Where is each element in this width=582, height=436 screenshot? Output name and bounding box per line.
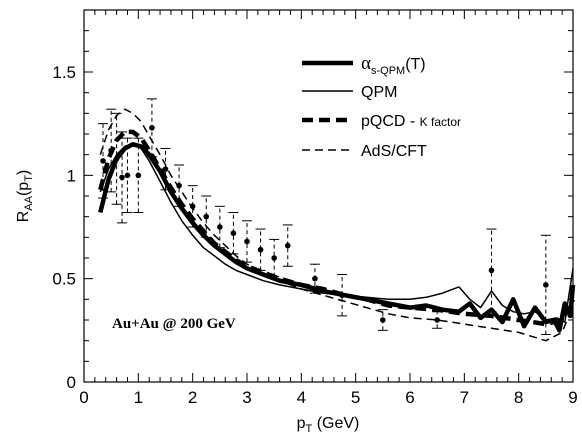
data-points-layer	[98, 98, 551, 335]
x-tick-label: 0	[79, 388, 88, 407]
x-tick-label: 6	[405, 388, 414, 407]
data-point	[124, 172, 131, 179]
series-line-0	[98, 142, 576, 333]
data-point	[203, 213, 210, 220]
x-axis-title: pT (GeV)	[297, 415, 360, 435]
data-point	[189, 203, 196, 210]
annotation-collision-system: Au+Au @ 200 GeV	[112, 316, 236, 332]
data-point	[312, 275, 318, 282]
legend: αs-QPM(T) QPM pQCD - K factor AdS/CFT	[302, 53, 461, 160]
data-point	[176, 182, 182, 189]
series-line-1	[99, 143, 574, 323]
x-tick-label: 3	[242, 388, 251, 407]
data-point	[113, 156, 120, 162]
legend-label-alpha-s-qpm: αs-QPM(T)	[361, 53, 426, 77]
x-tick-label: 9	[568, 388, 577, 407]
data-point	[380, 317, 386, 323]
x-tick-labels: 0 1 2 3 4 5 6 7 8 9	[79, 388, 577, 407]
series-layer	[98, 108, 576, 342]
data-point	[244, 238, 250, 245]
y-tick-label: 0	[67, 373, 76, 392]
data-point	[108, 147, 114, 154]
legend-label-pqcd: pQCD - K factor	[361, 113, 461, 130]
data-point	[257, 246, 264, 253]
data-point	[543, 282, 549, 288]
y-tick-labels: 0 0.5 1 1.5	[52, 63, 76, 392]
data-point	[339, 292, 345, 299]
x-tick-label: 1	[134, 388, 143, 407]
x-tick-label: 4	[297, 388, 306, 407]
x-tick-label: 5	[351, 388, 360, 407]
data-point	[100, 158, 106, 164]
data-point	[162, 166, 169, 172]
y-tick-label: 1.5	[52, 63, 76, 82]
x-tick-label: 8	[514, 388, 523, 407]
data-point	[488, 267, 495, 274]
axis-ticks	[83, 10, 574, 383]
x-tick-label: 2	[188, 388, 197, 407]
y-axis-title: RAA(pT)	[15, 170, 35, 223]
data-point	[217, 224, 223, 230]
data-point	[284, 242, 291, 249]
data-point	[119, 174, 125, 181]
legend-label-qpm: QPM	[361, 84, 397, 101]
series-line-3	[99, 108, 574, 342]
data-point	[271, 255, 277, 261]
data-point	[434, 317, 440, 323]
legend-label-ads-cft: AdS/CFT	[361, 143, 427, 160]
y-tick-label: 1	[67, 166, 76, 185]
x-tick-label: 7	[460, 388, 469, 407]
data-point	[230, 230, 237, 236]
data-point	[149, 125, 155, 131]
data-point	[135, 172, 142, 179]
y-tick-label: 0.5	[52, 270, 76, 289]
